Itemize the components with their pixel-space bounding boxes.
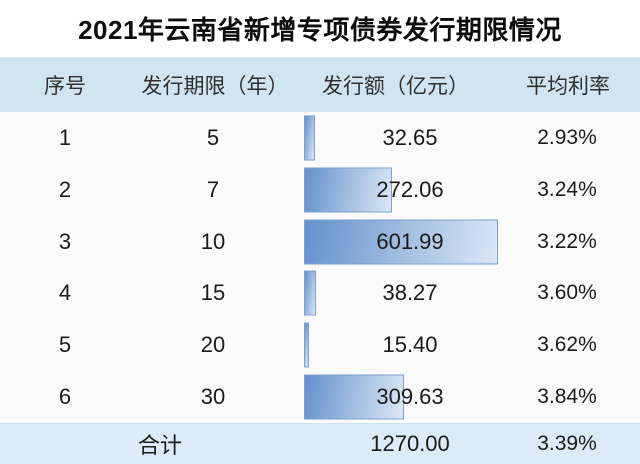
- row-amount: 15.40: [382, 332, 438, 358]
- table-body: 1 5 32.65 2.93% 2 7 272.06 3.24% 3 10 60…: [0, 112, 640, 423]
- amount-bar: [304, 115, 315, 161]
- row-no: 2: [58, 176, 72, 202]
- col-header-rate: 平均利率: [526, 74, 610, 98]
- row-no: 1: [58, 124, 72, 150]
- row-rate: 3.60%: [537, 281, 597, 305]
- row-term: 7: [206, 176, 220, 202]
- footer-total-rate: 3.39%: [537, 432, 597, 455]
- amount-bar: [304, 167, 392, 213]
- amount-bar: [304, 322, 309, 368]
- table-row: 2 7 272.06 3.24%: [0, 164, 640, 216]
- amount-bar: [304, 374, 404, 420]
- table-row: 1 5 32.65 2.93%: [0, 112, 640, 164]
- footer-total-amount: 1270.00: [370, 431, 450, 456]
- row-amount: 309.63: [376, 384, 444, 410]
- row-rate: 2.93%: [537, 125, 597, 149]
- col-header-amount: 发行额（亿元）: [322, 74, 469, 98]
- table-row: 4 15 38.27 3.60%: [0, 267, 640, 319]
- col-header-no: 序号: [44, 74, 86, 98]
- row-rate: 3.62%: [537, 333, 597, 357]
- row-amount: 601.99: [376, 228, 444, 254]
- row-rate: 3.22%: [537, 229, 597, 253]
- row-amount: 38.27: [382, 280, 438, 306]
- table-row: 5 20 15.40 3.62%: [0, 319, 640, 371]
- row-no: 5: [58, 332, 72, 358]
- page-title: 2021年云南省新增专项债券发行期限情况: [0, 0, 640, 57]
- row-rate: 3.24%: [537, 177, 597, 201]
- row-term: 10: [200, 228, 226, 254]
- row-rate: 3.84%: [537, 385, 597, 409]
- table-footer: 合计 1270.00 3.39%: [0, 423, 640, 464]
- row-no: 3: [58, 228, 72, 254]
- footer-total-label: 合计: [137, 433, 182, 458]
- row-no: 4: [58, 280, 72, 306]
- table-header: 序号 发行期限（年） 发行额（亿元） 平均利率: [0, 57, 640, 112]
- table-row: 3 10 601.99 3.22%: [0, 216, 640, 268]
- amount-bar: [304, 270, 316, 316]
- row-term: 5: [206, 124, 220, 150]
- row-amount: 32.65: [382, 124, 438, 150]
- row-term: 20: [200, 332, 226, 358]
- amount-bar: [304, 219, 498, 265]
- row-term: 15: [200, 280, 226, 306]
- row-no: 6: [58, 384, 72, 410]
- table-row: 6 30 309.63 3.84%: [0, 371, 640, 423]
- row-amount: 272.06: [376, 176, 444, 202]
- row-term: 30: [200, 384, 226, 410]
- col-header-term: 发行期限（年）: [141, 74, 289, 98]
